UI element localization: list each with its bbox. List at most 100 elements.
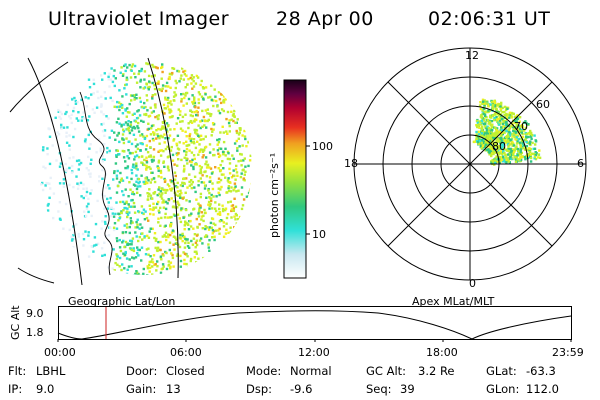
geo-emission-pixel	[218, 211, 222, 214]
time-tick-0600: 06:00	[170, 346, 202, 359]
aurora-pixel	[493, 159, 496, 162]
geo-emission-pixel	[133, 95, 136, 99]
aurora-pixel	[511, 140, 514, 143]
geo-emission-pixel	[226, 157, 230, 161]
geo-emission-pixel	[107, 204, 110, 208]
geo-emission-pixel	[100, 103, 103, 106]
geo-emission-pixel	[71, 98, 74, 101]
geo-emission-pixel	[174, 193, 178, 196]
aurora-pixel	[489, 131, 492, 134]
geo-emission-pixel	[111, 80, 115, 84]
aurora-pixel	[490, 125, 494, 129]
geo-emission-pixel	[190, 82, 193, 85]
geo-emission-pixel	[88, 172, 91, 176]
geo-emission-pixel	[86, 119, 90, 122]
aurora-pixel	[490, 160, 493, 163]
geo-emission-pixel	[166, 145, 169, 148]
geo-emission-pixel	[218, 220, 222, 223]
geo-emission-pixel	[222, 153, 225, 156]
geo-emission-pixel	[227, 185, 231, 188]
geo-emission-pixel	[124, 166, 127, 170]
geo-emission-pixel	[218, 227, 221, 231]
aurora-pixel	[475, 133, 479, 136]
geo-emission-pixel	[103, 72, 106, 75]
aurora-pixel	[487, 135, 490, 138]
geo-emission-pixel	[241, 144, 244, 147]
geo-emission-pixel	[118, 217, 121, 220]
aurora-pixel	[518, 116, 522, 119]
aurora-pixel	[505, 129, 508, 132]
aurora-pixel	[538, 149, 541, 152]
aurora-pixel	[530, 133, 534, 137]
geo-emission-pixel	[112, 178, 115, 181]
geo-emission-pixel	[210, 197, 213, 200]
geo-emission-pixel	[244, 137, 247, 141]
geo-emission-pixel	[217, 91, 221, 94]
geo-emission-pixel	[158, 186, 161, 189]
geo-emission-pixel	[200, 79, 203, 83]
aurora-pixel	[490, 134, 494, 137]
aurora-pixel	[515, 158, 518, 161]
geo-emission-pixel	[144, 177, 147, 180]
geo-emission-pixel	[153, 232, 157, 235]
geo-emission-pixel	[126, 213, 130, 216]
geo-emission-pixel	[160, 89, 163, 93]
geo-emission-pixel	[117, 117, 120, 120]
geo-emission-pixel	[87, 155, 90, 159]
aurora-pixel	[503, 110, 506, 114]
geo-emission-pixel	[237, 189, 240, 192]
geo-emission-pixel	[171, 229, 175, 232]
aurora-pixel	[523, 155, 527, 159]
geo-emission-pixel	[112, 228, 116, 232]
geo-emission-pixel	[171, 153, 175, 157]
geo-emission-pixel	[131, 237, 135, 240]
geo-emission-pixel	[113, 171, 116, 175]
geo-emission-pixel	[237, 160, 240, 163]
geo-emission-pixel	[129, 94, 133, 97]
geo-emission-pixel	[171, 253, 174, 257]
aurora-pixel	[482, 112, 485, 116]
geo-emission-pixel	[133, 72, 136, 75]
geo-emission-pixel	[168, 111, 171, 114]
geo-emission-pixel	[197, 212, 200, 215]
geo-emission-pixel	[87, 202, 90, 206]
geo-emission-pixel	[58, 165, 62, 168]
geo-emission-pixel	[103, 241, 106, 244]
geo-emission-pixel	[133, 158, 136, 161]
geo-emission-pixel	[125, 257, 129, 260]
geo-emission-pixel	[152, 124, 155, 127]
aurora-pixel	[489, 149, 492, 153]
geo-emission-pixel	[171, 71, 174, 75]
geo-emission-pixel	[232, 189, 235, 192]
time-label: 02:06:31 UT	[428, 8, 551, 30]
aurora-pixel	[484, 122, 487, 126]
aurora-pixel	[501, 160, 505, 163]
aurora-pixel	[487, 109, 490, 112]
geo-emission-pixel	[166, 216, 169, 219]
geo-emission-pixel	[151, 227, 154, 230]
geo-emission-pixel	[203, 211, 207, 215]
geo-emission-pixel	[190, 164, 193, 167]
geo-emission-pixel	[244, 165, 247, 168]
geo-emission-pixel	[130, 199, 133, 202]
geo-emission-pixel	[58, 115, 61, 119]
geo-emission-pixel	[217, 109, 220, 113]
geo-emission-pixel	[214, 207, 217, 210]
aurora-pixel	[476, 136, 480, 139]
geo-emission-pixel	[160, 77, 163, 80]
geo-emission-pixel	[131, 221, 134, 224]
geo-emission-pixel	[200, 211, 203, 214]
geo-emission-pixel	[183, 177, 186, 180]
geo-emission-pixel	[193, 101, 197, 105]
geo-emission-pixel	[232, 207, 236, 210]
geo-emission-pixel	[139, 134, 142, 137]
geo-emission-pixel	[87, 255, 91, 258]
geo-emission-pixel	[126, 268, 129, 271]
geo-emission-pixel	[100, 227, 103, 230]
mlt-label-12: 12	[465, 49, 479, 62]
geo-emission-pixel	[204, 109, 207, 112]
aurora-pixel	[507, 124, 511, 128]
geo-emission-pixel	[190, 137, 193, 141]
geo-emission-pixel	[226, 179, 230, 182]
geo-emission-pixel	[118, 265, 121, 268]
